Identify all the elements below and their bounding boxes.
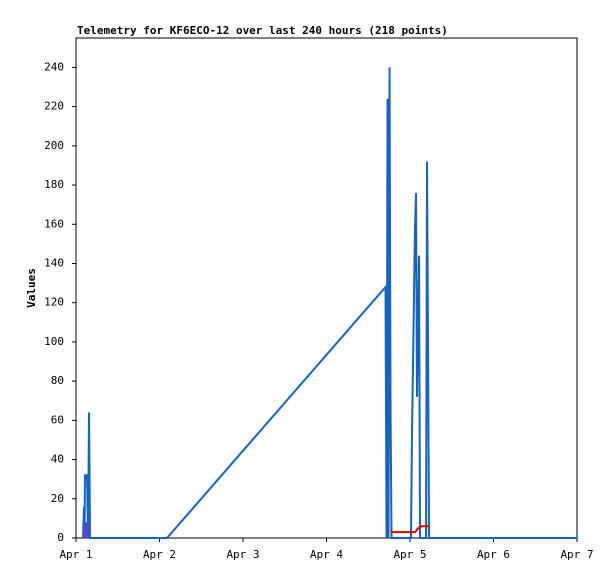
y-tick-label: 40 xyxy=(51,453,64,466)
y-tick-label: 20 xyxy=(51,492,64,505)
y-tick-label: 160 xyxy=(44,217,64,230)
chart-title: Telemetry for KF6ECO-12 over last 240 ho… xyxy=(77,24,448,37)
x-tick-label: Apr 7 xyxy=(560,548,593,561)
y-tick-label: 60 xyxy=(51,413,64,426)
y-tick-label: 220 xyxy=(44,100,64,113)
x-tick-label: Apr 1 xyxy=(59,548,92,561)
y-tick-label: 0 xyxy=(57,531,64,544)
y-tick-label: 240 xyxy=(44,60,64,73)
y-axis-label: Values xyxy=(25,268,38,308)
y-tick-label: 140 xyxy=(44,256,64,269)
y-tick-label: 200 xyxy=(44,139,64,152)
y-tick-label: 180 xyxy=(44,178,64,191)
series-line xyxy=(82,67,577,539)
x-tick-label: Apr 3 xyxy=(226,548,259,561)
x-tick-label: Apr 6 xyxy=(477,548,510,561)
y-tick-label: 120 xyxy=(44,296,64,309)
series-line xyxy=(84,522,89,539)
series-line xyxy=(390,525,430,534)
y-tick-label: 100 xyxy=(44,335,64,348)
x-tick-label: Apr 2 xyxy=(143,548,176,561)
x-tick-label: Apr 4 xyxy=(310,548,343,561)
y-tick-label: 80 xyxy=(51,374,64,387)
x-tick-label: Apr 5 xyxy=(393,548,426,561)
plot-frame xyxy=(75,37,578,539)
